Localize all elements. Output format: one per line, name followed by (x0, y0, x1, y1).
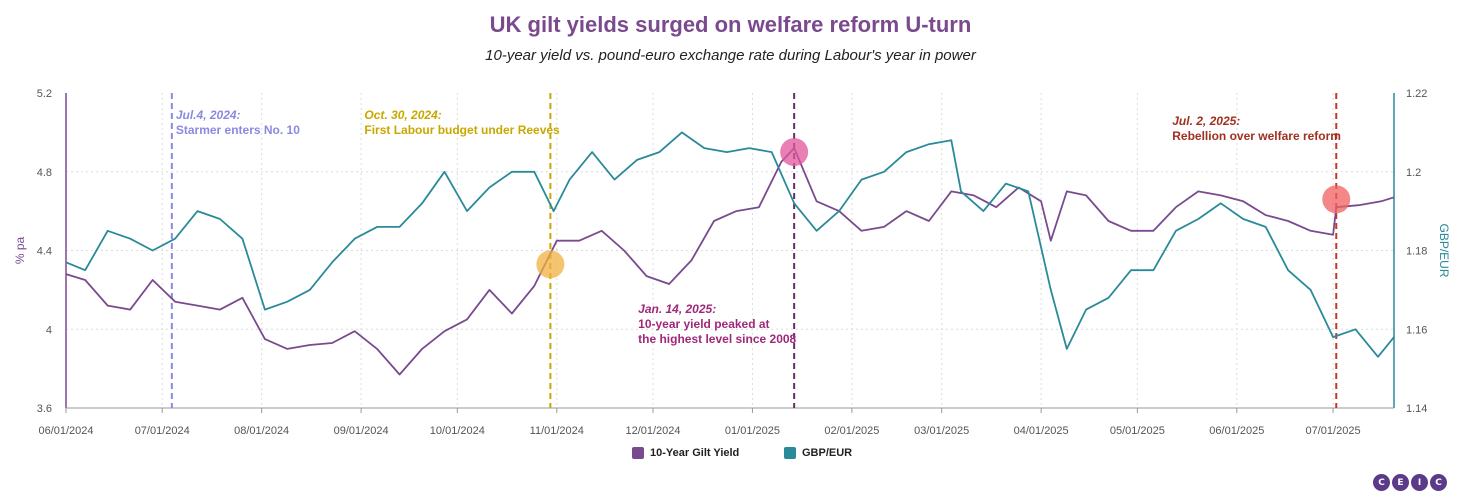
logo-letter: I (1411, 474, 1428, 491)
x-tick-label: 01/01/2025 (725, 425, 780, 437)
x-tick-label: 10/01/2024 (430, 425, 485, 437)
x-tick-label: 08/01/2024 (234, 425, 289, 437)
annotation-text: Jul.4, 2024: (176, 108, 241, 122)
series-line-gbp-eur (65, 131, 1395, 358)
y-left-axis-title: % pa (13, 237, 27, 265)
chart-subtitle: 10-year yield vs. pound-euro exchange ra… (485, 47, 976, 64)
x-tick-label: 03/01/2025 (914, 425, 969, 437)
x-tick-label: 05/01/2025 (1110, 425, 1165, 437)
x-tick-label: 02/01/2025 (824, 425, 879, 437)
y-left-tick-label: 4.8 (37, 167, 52, 179)
y-right-tick-label: 1.14 (1406, 403, 1427, 415)
x-tick-label: 07/01/2025 (1306, 425, 1361, 437)
annotation-text: Rebellion over welfare reform (1172, 129, 1341, 143)
legend-item-yield: 10-Year Gilt Yield (632, 447, 739, 459)
legend-item-gbpeur: GBP/EUR (784, 447, 852, 459)
annotation-text: Jul. 2, 2025: (1172, 114, 1240, 128)
series-line-gilt-yield (65, 147, 1395, 376)
legend-label-yield: 10-Year Gilt Yield (650, 447, 740, 459)
event-marker (536, 250, 565, 279)
event-marker (1322, 185, 1351, 214)
x-tick-label: 07/01/2024 (135, 425, 190, 437)
x-tick-label: 06/01/2024 (38, 425, 93, 437)
y-right-tick-label: 1.16 (1406, 324, 1427, 336)
legend-swatch-gbpeur (784, 447, 796, 459)
annotation-text: Oct. 30, 2024: (364, 108, 441, 122)
chart-title: UK gilt yields surged on welfare reform … (489, 12, 972, 37)
logo-letter: C (1373, 474, 1390, 491)
annotation-text: Jan. 14, 2025: (638, 302, 716, 316)
y-left-tick-label: 3.6 (37, 403, 52, 415)
y-right-tick-label: 1.18 (1406, 246, 1427, 258)
x-tick-label: 12/01/2024 (625, 425, 680, 437)
x-tick-label: 09/01/2024 (334, 425, 389, 437)
annotation-text: 10-year yield peaked at (638, 317, 769, 331)
y-left-tick-label: 4.4 (37, 246, 52, 258)
annotation-text: the highest level since 2008 (638, 332, 796, 346)
y-right-tick-label: 1.22 (1406, 88, 1427, 100)
y-left-tick-label: 5.2 (37, 88, 52, 100)
legend-swatch-yield (632, 447, 644, 459)
legend-label-gbpeur: GBP/EUR (802, 447, 853, 459)
y-right-axis-title: GBP/EUR (1437, 223, 1451, 277)
y-left-tick-label: 4 (46, 324, 52, 336)
event-marker (780, 138, 809, 167)
x-tick-label: 06/01/2025 (1209, 425, 1264, 437)
logo-letter: E (1392, 474, 1409, 491)
ceic-logo: C E I C (1371, 474, 1447, 491)
annotation-text: Starmer enters No. 10 (176, 123, 300, 137)
annotation-text: First Labour budget under Reeves (364, 123, 560, 137)
logo-letter: C (1430, 474, 1447, 491)
y-right-tick-label: 1.2 (1406, 167, 1421, 179)
x-tick-label: 11/01/2024 (530, 425, 584, 437)
x-tick-label: 04/01/2025 (1014, 425, 1069, 437)
